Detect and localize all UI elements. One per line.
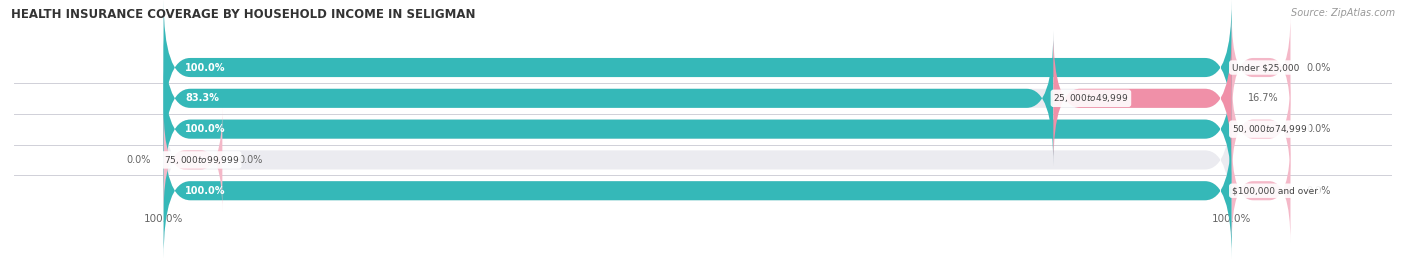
Text: 100.0%: 100.0% <box>186 124 225 134</box>
Text: HEALTH INSURANCE COVERAGE BY HOUSEHOLD INCOME IN SELIGMAN: HEALTH INSURANCE COVERAGE BY HOUSEHOLD I… <box>11 8 475 21</box>
Text: 0.0%: 0.0% <box>1306 124 1331 134</box>
Text: 0.0%: 0.0% <box>1306 62 1331 73</box>
FancyBboxPatch shape <box>163 62 1232 197</box>
Text: Under $25,000: Under $25,000 <box>1232 63 1299 72</box>
Text: $75,000 to $99,999: $75,000 to $99,999 <box>163 154 239 166</box>
FancyBboxPatch shape <box>163 123 1232 258</box>
Text: $50,000 to $74,999: $50,000 to $74,999 <box>1232 123 1308 135</box>
Text: 100.0%: 100.0% <box>186 62 225 73</box>
Text: Source: ZipAtlas.com: Source: ZipAtlas.com <box>1291 8 1395 18</box>
FancyBboxPatch shape <box>163 123 1232 258</box>
FancyBboxPatch shape <box>163 0 1232 135</box>
FancyBboxPatch shape <box>163 0 1232 135</box>
FancyBboxPatch shape <box>1232 77 1291 181</box>
Text: 83.3%: 83.3% <box>186 93 219 103</box>
FancyBboxPatch shape <box>1232 139 1291 243</box>
FancyBboxPatch shape <box>163 93 1232 227</box>
FancyBboxPatch shape <box>163 108 222 212</box>
Text: 0.0%: 0.0% <box>1306 186 1331 196</box>
Text: 16.7%: 16.7% <box>1247 93 1278 103</box>
FancyBboxPatch shape <box>1232 15 1291 120</box>
FancyBboxPatch shape <box>163 31 1232 166</box>
Text: $25,000 to $49,999: $25,000 to $49,999 <box>1053 92 1129 104</box>
Text: 100.0%: 100.0% <box>186 186 225 196</box>
Text: 0.0%: 0.0% <box>239 155 263 165</box>
Text: $100,000 and over: $100,000 and over <box>1232 186 1317 195</box>
FancyBboxPatch shape <box>163 31 1053 166</box>
FancyBboxPatch shape <box>163 62 1232 197</box>
Text: 0.0%: 0.0% <box>127 155 150 165</box>
FancyBboxPatch shape <box>1053 31 1232 166</box>
